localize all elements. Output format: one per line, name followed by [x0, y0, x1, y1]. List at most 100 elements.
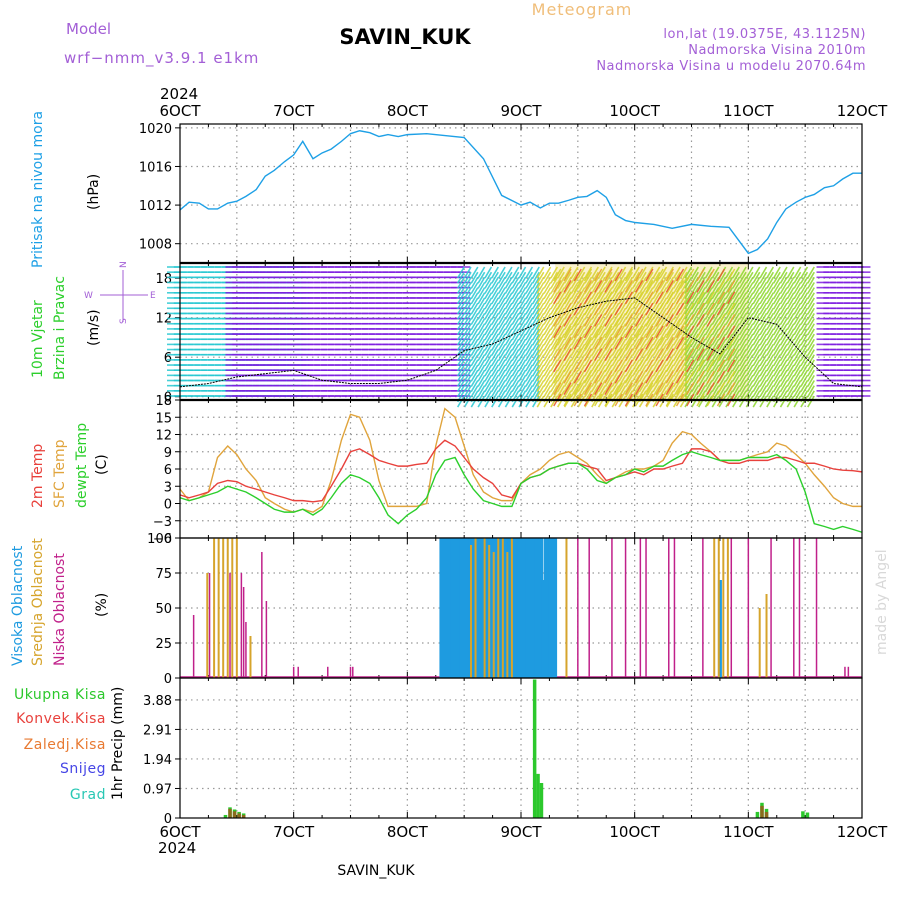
wind-arrow: [511, 385, 520, 398]
wind-arrow: [543, 287, 552, 300]
wind-arrow: [672, 374, 681, 387]
wind-arrow: [591, 374, 599, 387]
wind-arrow: [570, 333, 579, 346]
wind-arrow-strong: [716, 370, 726, 384]
wind-arrow-strong: [563, 359, 572, 373]
wind-arrow: [800, 328, 809, 341]
wind-arrow: [550, 395, 559, 408]
wind-arrow: [584, 333, 593, 346]
wind-arrow: [632, 380, 640, 392]
wind-arrow: [504, 271, 513, 284]
wind-arrow: [666, 364, 675, 377]
wind-arrow: [786, 266, 795, 279]
legend-frozen: Zaledj.Kisa: [24, 737, 106, 753]
wind-arrow: [779, 266, 788, 279]
wind-arrow: [732, 354, 740, 367]
wind-arrow-strong: [614, 348, 623, 361]
wind-arrow: [645, 338, 654, 351]
wind-arrow: [711, 349, 720, 362]
wind-arrow: [550, 349, 559, 362]
bottom-time-axis: 6OCT 7OCT 8OCT 9OCT 10OCT 11OCT 12OCT: [160, 823, 889, 841]
wind-arrow: [491, 364, 499, 377]
wind-arrow-strong: [614, 359, 623, 373]
wind-arrow: [577, 313, 586, 325]
wind-arrow-strong: [675, 302, 685, 316]
wind-arrow: [563, 343, 572, 356]
wind-arrow: [779, 276, 788, 289]
wind-arrow-strong: [706, 314, 715, 327]
wind-arrow: [577, 287, 586, 300]
wind-arrow: [779, 302, 788, 315]
wind-arrow: [484, 302, 493, 315]
wind-arrow: [536, 359, 545, 372]
wind-arrow-strong: [645, 370, 654, 384]
wind-arrow: [536, 287, 545, 300]
wind-arrow: [659, 338, 668, 351]
wind-arrow: [550, 374, 559, 387]
wind-arrow: [645, 271, 654, 284]
wind-arrow: [477, 282, 486, 294]
temp-unit: (C): [94, 454, 110, 475]
wind-arrow: [738, 266, 747, 279]
wind-arrow-strong: [727, 302, 736, 316]
wind-arrow: [766, 292, 775, 305]
wind-arrow-strong: [563, 280, 572, 293]
wind-arrow: [625, 282, 634, 294]
wind-arrow: [732, 297, 740, 310]
wind-arrow: [591, 349, 599, 362]
wind-arrow: [745, 266, 754, 279]
wind-arrow: [752, 271, 761, 284]
wind-arrow-strong: [604, 280, 613, 293]
wind-arrow: [563, 354, 572, 367]
wind-arrow: [591, 302, 599, 315]
wind-arrow: [536, 302, 545, 315]
wind-arrow: [738, 385, 747, 398]
wind-arrow: [563, 364, 572, 377]
wind-arrow: [672, 369, 681, 382]
wind-arrow: [456, 313, 465, 325]
wind-arrow: [772, 374, 781, 387]
wind-arrow-strong: [553, 302, 562, 316]
wind-arrow: [611, 338, 620, 351]
wind-arrow: [800, 287, 809, 300]
wind-arrow: [491, 395, 499, 408]
wind-arrow: [684, 282, 693, 294]
wind-arrow: [563, 323, 572, 336]
wind-arrow-strong: [686, 336, 695, 350]
wind-arrow: [745, 395, 754, 408]
precip-ytick-label: 3.88: [143, 694, 172, 709]
wind-arrow: [772, 282, 781, 294]
wind-arrow: [684, 343, 693, 356]
wind-arrow: [618, 276, 627, 289]
wind-arrow-strong: [573, 302, 582, 316]
wind-arrow: [679, 266, 688, 279]
wind-arrow: [725, 369, 734, 382]
wind-label-1: 10m Vjetar: [30, 300, 46, 378]
wind-arrow: [470, 282, 479, 294]
wind-arrow: [779, 380, 788, 392]
wind-arrow: [752, 349, 761, 362]
wind-arrow: [477, 380, 486, 392]
wind-arrow: [793, 354, 802, 367]
wind-arrow: [625, 354, 634, 367]
wind-arrow: [456, 374, 465, 387]
wind-arrow: [645, 318, 654, 331]
wind-arrow-strong: [727, 370, 736, 384]
wind-arrow: [652, 333, 661, 346]
wind-arrow: [697, 385, 706, 398]
wind-arrow-strong: [675, 359, 685, 373]
wind-arrow-strong: [655, 336, 664, 350]
wind-arrow: [597, 333, 606, 346]
wind-arrow: [786, 349, 795, 362]
wind-arrow: [725, 266, 734, 279]
wind-arrow: [766, 343, 775, 356]
cloud-low-label: Niska Oblacnost: [52, 553, 68, 666]
wind-arrow: [807, 354, 815, 367]
wind-arrow: [518, 276, 527, 289]
wind-arrow: [497, 266, 506, 279]
wind-arrow: [484, 338, 493, 351]
wind-arrow: [772, 333, 781, 346]
wind-arrow: [638, 333, 647, 346]
wind-arrow: [697, 359, 706, 372]
wind-arrow-strong: [594, 336, 603, 350]
